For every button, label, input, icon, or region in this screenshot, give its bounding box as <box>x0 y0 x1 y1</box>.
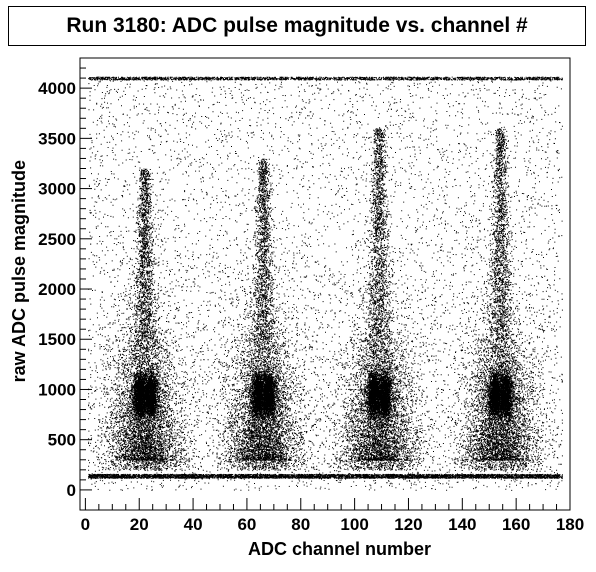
x-tick-label: 0 <box>81 515 90 534</box>
x-tick-label: 100 <box>340 515 368 534</box>
y-tick-label: 2500 <box>38 230 76 249</box>
x-axis: 0 20 40 60 80 100 120 140 160 180 <box>81 498 584 534</box>
data-points <box>88 76 563 491</box>
x-tick-label: 60 <box>237 515 256 534</box>
y-tick-label: 3500 <box>38 129 76 148</box>
x-tick-label: 120 <box>394 515 422 534</box>
y-tick-label: 500 <box>48 431 76 450</box>
y-tick-label: 0 <box>67 481 76 500</box>
y-tick-label: 3000 <box>38 180 76 199</box>
x-tick-label: 80 <box>291 515 310 534</box>
x-tick-label: 140 <box>448 515 476 534</box>
x-tick-label: 180 <box>556 515 584 534</box>
y-tick-label: 1500 <box>38 330 76 349</box>
scatter-points <box>88 76 563 491</box>
x-tick-label: 160 <box>502 515 530 534</box>
chart-title: Run 3180: ADC pulse magnitude vs. channe… <box>8 6 586 46</box>
y-tick-label: 4000 <box>38 79 76 98</box>
y-tick-label: 2000 <box>38 280 76 299</box>
y-axis: 0 500 1000 1500 2000 2500 3000 3500 4000 <box>38 57 92 500</box>
plot-frame <box>79 57 571 511</box>
x-axis-label: ADC channel number <box>248 539 431 559</box>
y-tick-label: 1000 <box>38 380 76 399</box>
x-tick-label: 40 <box>184 515 203 534</box>
y-axis-label: raw ADC pulse magnitude <box>9 160 29 382</box>
x-tick-label: 20 <box>130 515 149 534</box>
